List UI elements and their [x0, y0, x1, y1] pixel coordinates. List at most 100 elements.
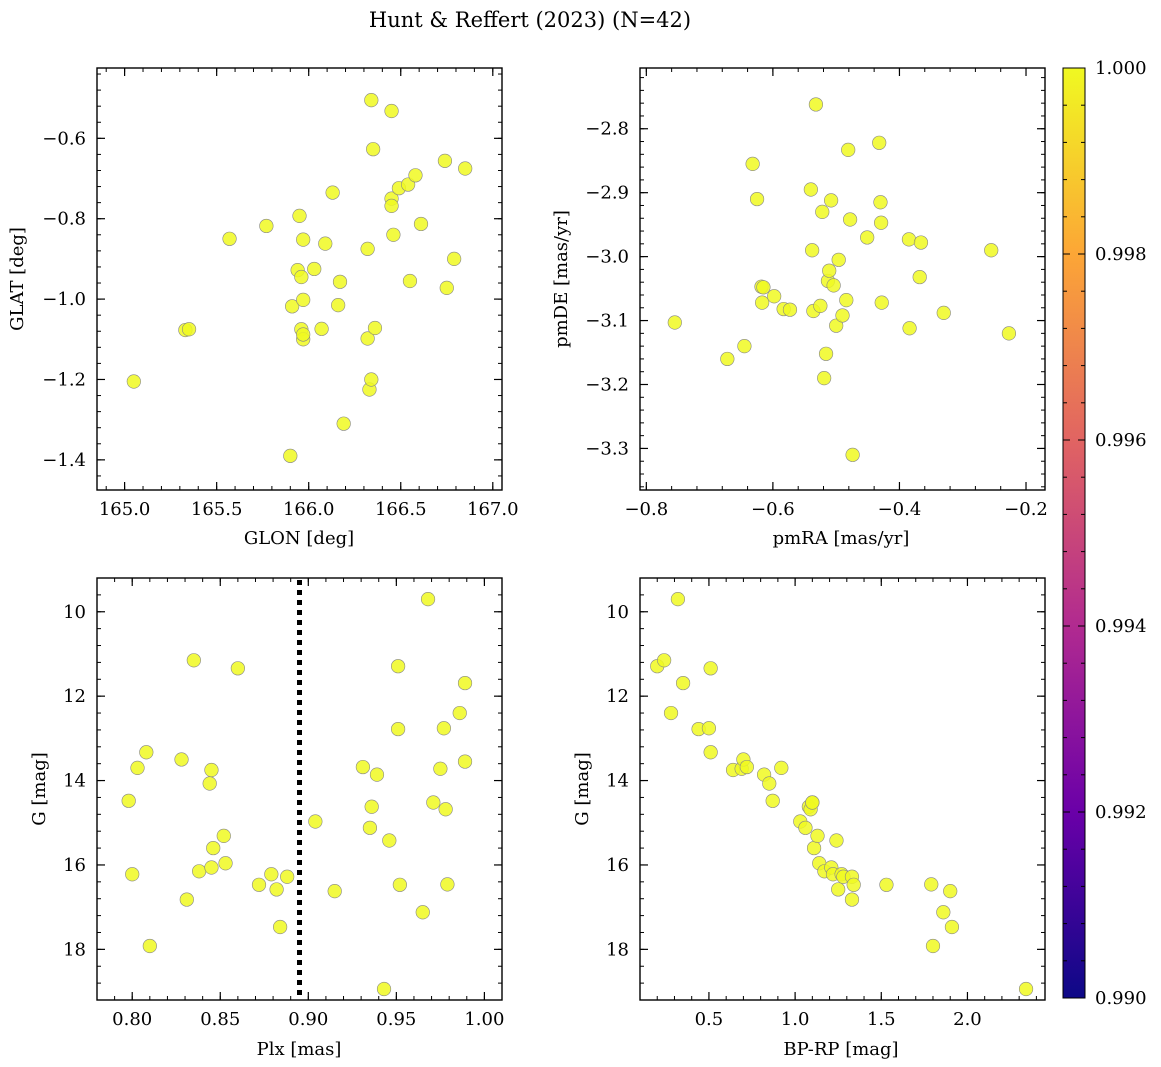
data-point: [818, 346, 834, 361]
data-point: [192, 864, 207, 879]
data-point: [204, 762, 219, 778]
data-point: [447, 251, 462, 267]
x-tick-label: 1.0: [781, 1009, 810, 1030]
panel-color-magnitude: BP-RP [mag] G [mag] 0.5 1.0 1.5 2.0 10 12 14 16…: [572, 577, 1046, 1060]
data-point: [364, 372, 379, 387]
data-point: [325, 185, 340, 200]
data-point: [327, 884, 342, 899]
figure-title: Hunt & Reffert (2023) (N=42): [369, 8, 691, 32]
data-point: [292, 208, 307, 224]
data-point: [774, 760, 789, 776]
data-point: [806, 840, 822, 856]
data-point: [331, 298, 346, 313]
y-tick-label: −3.0: [585, 247, 629, 268]
x-tick-label: −0.2: [1004, 499, 1048, 520]
y-tick-label: 18: [606, 939, 629, 960]
y-tick-label: 12: [63, 686, 86, 707]
data-point: [382, 833, 397, 848]
data-point: [667, 315, 682, 330]
x-tick-label: −0.4: [878, 499, 922, 520]
data-point: [296, 292, 311, 307]
data-point: [745, 156, 760, 172]
data-point: [755, 295, 770, 310]
data-point: [842, 212, 858, 227]
data-point: [805, 243, 820, 258]
data-point: [420, 591, 436, 607]
x-tick-label: 2.0: [953, 1009, 982, 1030]
data-point: [879, 877, 894, 892]
data-point: [296, 327, 311, 342]
x-tick-label: 166.5: [375, 499, 427, 520]
data-point: [767, 289, 782, 304]
data-point: [846, 877, 861, 892]
y-axis-label: GLAT [deg]: [7, 227, 28, 331]
plot-frame: [96, 67, 503, 491]
y-axis-label: G [mag]: [29, 752, 50, 825]
data-point: [360, 331, 375, 346]
y-axis-label: pmDE [mas/yr]: [551, 210, 572, 348]
x-axis-label: BP-RP [mag]: [783, 1039, 898, 1060]
data-point: [810, 828, 825, 843]
data-point: [860, 230, 875, 245]
data-point: [294, 269, 309, 285]
x-tick-label: 1.5: [867, 1009, 896, 1030]
data-point: [386, 227, 401, 242]
colorbar-tick-label: 0.996: [1095, 430, 1147, 451]
data-point: [269, 882, 284, 897]
data-point: [139, 745, 154, 760]
data-point: [440, 877, 455, 892]
y-tick-label: 16: [63, 855, 86, 876]
data-point: [285, 299, 300, 314]
x-tick-label: 0.95: [376, 1009, 416, 1030]
data-point: [376, 981, 392, 997]
data-point: [367, 320, 383, 336]
data-point: [384, 198, 399, 213]
y-tick-label: 16: [606, 855, 629, 876]
data-point: [663, 705, 679, 721]
data-point: [314, 321, 329, 336]
data-point: [362, 820, 378, 835]
y-tick-label: 12: [606, 686, 629, 707]
x-tick-label: 0.80: [112, 1009, 152, 1030]
plot-frame: [96, 577, 503, 1001]
data-point: [384, 103, 399, 119]
y-tick-label: −1.2: [42, 369, 86, 390]
colorbar-tick-label: 0.992: [1095, 802, 1147, 823]
data-point: [296, 232, 311, 247]
data-point: [391, 659, 406, 674]
data-point: [392, 877, 407, 892]
plot-frame: [639, 577, 1046, 1001]
panel-parallax-magnitude: Plx [mas] G [mag] 0.80 0.85 0.90 0.95 1.00 10…: [29, 577, 504, 1060]
data-point: [186, 653, 201, 668]
x-axis-label: Plx [mas]: [257, 1039, 342, 1060]
data-point: [839, 293, 854, 308]
y-tick-label: −2.9: [585, 183, 629, 204]
data-point: [944, 919, 960, 935]
y-axis-label: G [mag]: [572, 752, 593, 825]
data-point: [364, 93, 379, 108]
data-point: [703, 745, 718, 760]
data-point: [202, 776, 217, 791]
data-point: [901, 232, 917, 247]
y-tick-label: 18: [63, 939, 86, 960]
x-tick-label: 166.0: [283, 499, 335, 520]
data-point: [181, 322, 197, 337]
data-point: [913, 235, 929, 250]
data-point: [831, 882, 846, 897]
data-point: [936, 305, 951, 320]
data-point: [251, 877, 267, 892]
panel-proper-motion: pmRA [mas/yr] pmDE [mas/yr] −0.8 −0.6 −0.4…: [551, 67, 1048, 549]
data-point: [283, 448, 298, 463]
x-tick-label: 165.0: [99, 499, 151, 520]
x-tick-label: −0.8: [624, 499, 668, 520]
data-point: [824, 193, 839, 208]
data-point: [452, 705, 467, 721]
data-point: [413, 216, 429, 232]
y-tick-label: −1.4: [42, 450, 86, 471]
data-point: [798, 820, 813, 835]
data-point: [174, 752, 189, 767]
data-point: [130, 760, 145, 776]
data-point: [142, 938, 157, 954]
data-point: [925, 938, 941, 954]
data-point: [364, 799, 379, 814]
